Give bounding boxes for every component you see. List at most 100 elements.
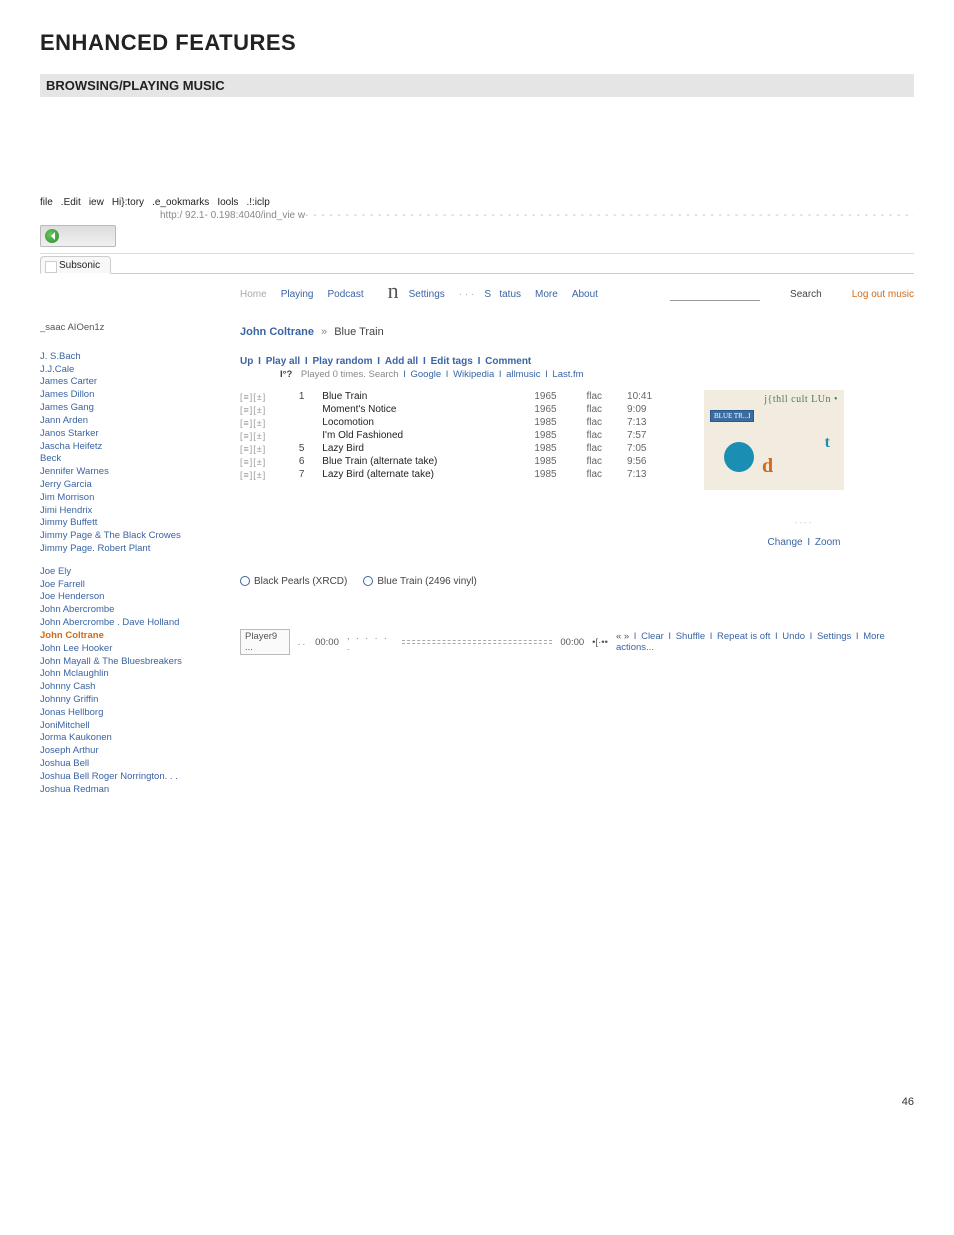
track-controls-icon[interactable]: [≡][±]	[240, 429, 299, 442]
player-volume-icon[interactable]: •[·••	[592, 637, 608, 648]
sidebar-item[interactable]: Jimmy Buffett	[40, 517, 230, 530]
nav-podcast[interactable]: Podcast	[328, 289, 364, 300]
nav-playing[interactable]: Playing	[281, 289, 314, 300]
nav-settings[interactable]: Settings	[409, 289, 445, 300]
related-album[interactable]: Blue Train (2496 vinyl)	[363, 576, 477, 587]
album-action[interactable]: Up	[240, 356, 253, 367]
sidebar-item[interactable]: Joe Henderson	[40, 591, 230, 604]
sidebar-item[interactable]: JoniMitchell	[40, 720, 230, 733]
track-row[interactable]: [≡][±]Moment's Notice1965flac9:09	[240, 403, 684, 416]
sidebar-item[interactable]: Johnny Griffin	[40, 694, 230, 707]
sidebar-item[interactable]: Joshua Bell Roger Norrington. . .	[40, 771, 230, 784]
track-row[interactable]: [≡][±]I'm Old Fashioned1985flac7:57	[240, 429, 684, 442]
sidebar-item[interactable]: J.J.Cale	[40, 364, 230, 377]
sidebar-item[interactable]: John Abercrombe . Dave Holland	[40, 617, 230, 630]
pipe: I	[807, 537, 810, 548]
back-icon[interactable]	[45, 229, 59, 243]
sidebar-item[interactable]: Beck	[40, 453, 230, 466]
track-controls-icon[interactable]: [≡][±]	[240, 468, 299, 481]
player-link[interactable]: Shuffle	[676, 631, 705, 642]
track-year: 1985	[534, 429, 586, 442]
sidebar-item[interactable]: John Lee Hooker	[40, 643, 230, 656]
cover-zoom-link[interactable]: Zoom	[815, 537, 841, 548]
album-action[interactable]: Comment	[485, 356, 531, 367]
related-album[interactable]: Black Pearls (XRCD)	[240, 576, 347, 587]
album-action[interactable]: Play all	[266, 356, 300, 367]
logout-link[interactable]: Log out music	[852, 289, 914, 300]
ext-search-link[interactable]: allmusic	[506, 369, 540, 380]
pipe: I	[542, 369, 550, 380]
nav-home[interactable]: Home	[240, 289, 267, 300]
browser-nav-buttons[interactable]	[40, 225, 116, 247]
sidebar-item[interactable]: John Mayall & The Bluesbreakers	[40, 656, 230, 669]
ext-search-link[interactable]: Google	[411, 369, 442, 380]
album-cover[interactable]: j{thll cult LUn • BLUE TR...I t d	[704, 390, 844, 490]
track-controls-icon[interactable]: [≡][±]	[240, 390, 299, 403]
player-selector[interactable]: Player9 ...	[240, 629, 290, 655]
sidebar-item[interactable]: Jonas Hellborg	[40, 707, 230, 720]
track-number	[299, 416, 322, 429]
sidebar-item[interactable]: Jimmy Page. Robert Plant	[40, 543, 230, 556]
sidebar-item[interactable]: Jimi Hendrix	[40, 505, 230, 518]
url-text: http:/ 92.1- 0.198:4040/ind_vie w	[160, 210, 305, 221]
cover-change-link[interactable]: Change	[768, 537, 803, 548]
sidebar-item[interactable]: Jim Morrison	[40, 492, 230, 505]
menubar-item[interactable]: .Edit	[61, 197, 81, 208]
sidebar-item[interactable]: J. S.Bach	[40, 351, 230, 364]
sidebar-item-selected[interactable]: John Coltrane	[40, 630, 230, 643]
track-controls-icon[interactable]: [≡][±]	[240, 416, 299, 429]
player-progress-track[interactable]	[402, 640, 552, 644]
track-controls-icon[interactable]: [≡][±]	[240, 442, 299, 455]
menubar-item[interactable]: .!:iclp	[246, 197, 269, 208]
album-action[interactable]: Edit tags	[431, 356, 473, 367]
sidebar-item[interactable]: James Gang	[40, 402, 230, 415]
sidebar-item[interactable]: Joe Ely	[40, 566, 230, 579]
player-prev-icon[interactable]: ..	[298, 637, 307, 648]
menubar-item[interactable]: .e_ookmarks	[152, 197, 209, 208]
address-bar[interactable]: http:/ 92.1- 0.198:4040/ind_vie w- - - -…	[160, 210, 914, 221]
track-row[interactable]: [≡][±]5Lazy Bird1985flac7:05	[240, 442, 684, 455]
sidebar-item[interactable]: James Carter	[40, 376, 230, 389]
track-controls-icon[interactable]: [≡][±]	[240, 403, 299, 416]
sidebar-item[interactable]: Jann Arden	[40, 415, 230, 428]
sidebar-item[interactable]: James Dillon	[40, 389, 230, 402]
track-row[interactable]: [≡][±]7Lazy Bird (alternate take)1985fla…	[240, 468, 684, 481]
sidebar-item[interactable]: Johnny Cash	[40, 681, 230, 694]
sidebar-item[interactable]: John Abercrombe	[40, 604, 230, 617]
ext-search-link[interactable]: Wikipedia	[453, 369, 494, 380]
sidebar-item[interactable]: John Mclaughlin	[40, 668, 230, 681]
album-action[interactable]: Play random	[313, 356, 373, 367]
menubar-item[interactable]: file	[40, 197, 53, 208]
album-action[interactable]: Add all	[385, 356, 418, 367]
nav-more[interactable]: More	[535, 289, 558, 300]
ext-search-link[interactable]: Last.fm	[552, 369, 583, 380]
sidebar-item[interactable]: Jimmy Page & The Black Crowes	[40, 530, 230, 543]
sidebar-item[interactable]: Jennifer Warnes	[40, 466, 230, 479]
sidebar-item[interactable]: Joshua Bell	[40, 758, 230, 771]
sidebar-filter-text[interactable]: _saac AIOen1z	[40, 322, 230, 335]
menubar-item[interactable]: iew	[89, 197, 104, 208]
menubar-item[interactable]: Hi}:tory	[112, 197, 144, 208]
player-link[interactable]: Settings	[817, 631, 851, 642]
browser-tab[interactable]: Subsonic	[40, 256, 111, 274]
sidebar-item[interactable]: Jorma Kaukonen	[40, 732, 230, 745]
track-row[interactable]: [≡][±]6Blue Train (alternate take)1985fl…	[240, 455, 684, 468]
sidebar-item[interactable]: Jascha Heifetz	[40, 441, 230, 454]
menubar-item[interactable]: Iools	[217, 197, 238, 208]
sidebar-item[interactable]: Joe Farrell	[40, 579, 230, 592]
track-row[interactable]: [≡][±]1Blue Train1965flac10:41	[240, 390, 684, 403]
sidebar-item[interactable]: Joshua Redman	[40, 784, 230, 797]
track-row[interactable]: [≡][±]Locomotion1985flac7:13	[240, 416, 684, 429]
player-link[interactable]: Repeat is oft	[717, 631, 770, 642]
player-nav-glyph[interactable]: « »	[616, 631, 629, 642]
player-link[interactable]: Undo	[782, 631, 805, 642]
nav-status[interactable]: S tatus	[484, 289, 521, 300]
sidebar-item[interactable]: Janos Starker	[40, 428, 230, 441]
player-link[interactable]: Clear	[641, 631, 664, 642]
crumb-artist[interactable]: John Coltrane	[240, 326, 314, 338]
nav-about[interactable]: About	[572, 289, 598, 300]
search-input[interactable]	[670, 288, 760, 301]
sidebar-item[interactable]: Jerry Garcia	[40, 479, 230, 492]
track-controls-icon[interactable]: [≡][±]	[240, 455, 299, 468]
sidebar-item[interactable]: Joseph Arthur	[40, 745, 230, 758]
